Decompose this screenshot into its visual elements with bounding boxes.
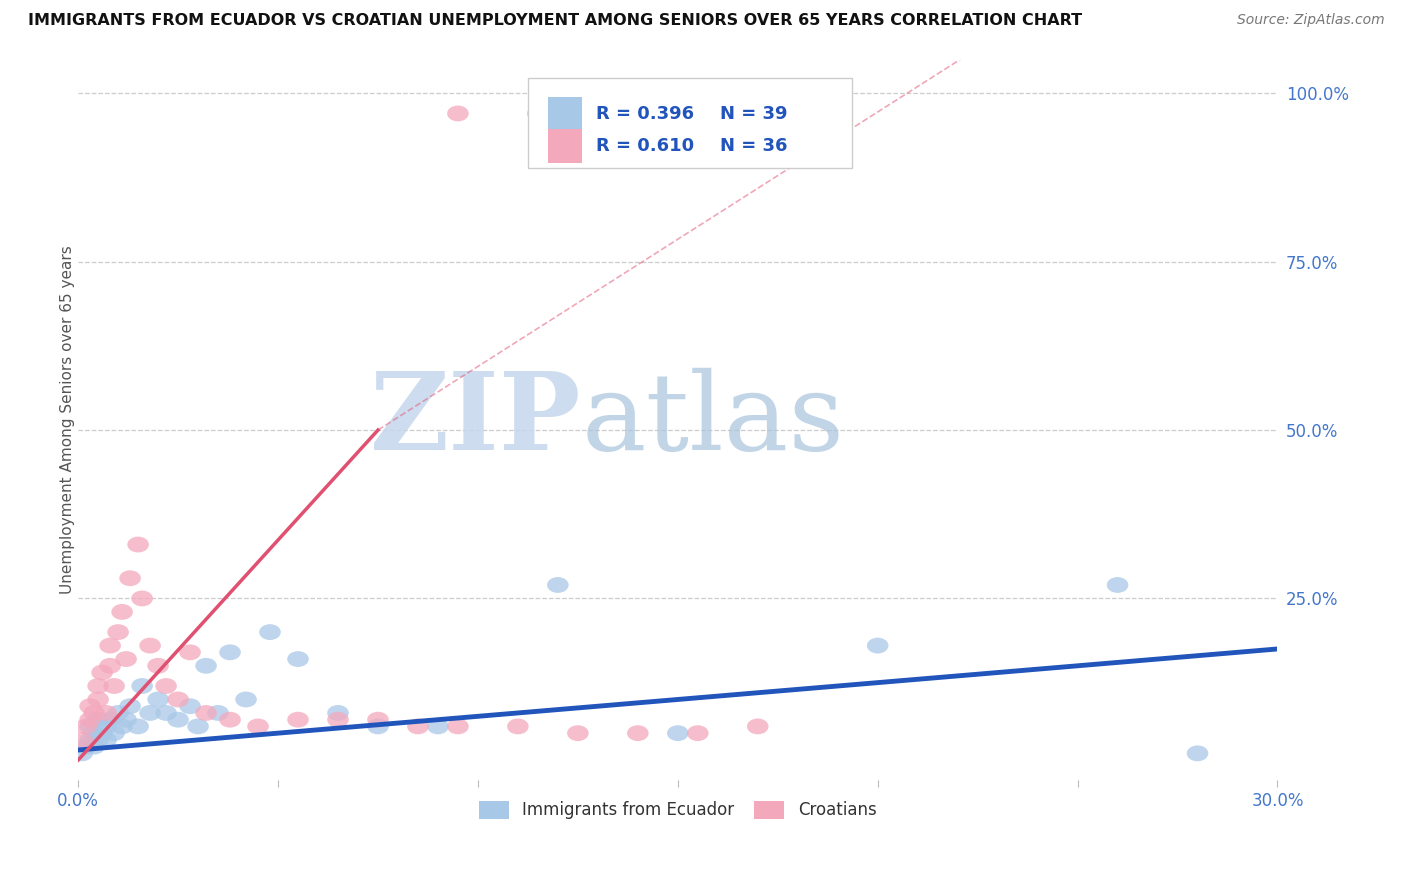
Ellipse shape bbox=[83, 705, 105, 721]
Ellipse shape bbox=[287, 712, 309, 728]
Ellipse shape bbox=[527, 105, 548, 121]
Ellipse shape bbox=[115, 712, 136, 728]
Ellipse shape bbox=[447, 105, 468, 121]
Ellipse shape bbox=[128, 718, 149, 734]
Ellipse shape bbox=[367, 712, 388, 728]
Ellipse shape bbox=[408, 718, 429, 734]
Ellipse shape bbox=[76, 739, 97, 755]
Ellipse shape bbox=[91, 665, 112, 681]
Ellipse shape bbox=[91, 725, 112, 741]
Ellipse shape bbox=[79, 718, 101, 734]
Ellipse shape bbox=[139, 638, 160, 654]
Ellipse shape bbox=[100, 712, 121, 728]
Ellipse shape bbox=[207, 705, 229, 721]
Text: atlas: atlas bbox=[582, 368, 845, 473]
Ellipse shape bbox=[87, 691, 108, 707]
Ellipse shape bbox=[111, 718, 134, 734]
Ellipse shape bbox=[87, 732, 108, 747]
Text: N = 36: N = 36 bbox=[720, 136, 787, 155]
Ellipse shape bbox=[195, 705, 217, 721]
Ellipse shape bbox=[120, 570, 141, 586]
Ellipse shape bbox=[447, 718, 468, 734]
Ellipse shape bbox=[72, 732, 93, 747]
Ellipse shape bbox=[219, 712, 240, 728]
Text: R = 0.396: R = 0.396 bbox=[596, 105, 695, 123]
Ellipse shape bbox=[96, 705, 117, 721]
Y-axis label: Unemployment Among Seniors over 65 years: Unemployment Among Seniors over 65 years bbox=[59, 245, 75, 594]
Text: ZIP: ZIP bbox=[370, 367, 582, 473]
Ellipse shape bbox=[187, 718, 209, 734]
Ellipse shape bbox=[87, 712, 108, 728]
Ellipse shape bbox=[328, 712, 349, 728]
Ellipse shape bbox=[219, 644, 240, 660]
Ellipse shape bbox=[179, 698, 201, 714]
Ellipse shape bbox=[148, 658, 169, 673]
Ellipse shape bbox=[83, 739, 105, 755]
Ellipse shape bbox=[83, 725, 105, 741]
Ellipse shape bbox=[107, 705, 129, 721]
Ellipse shape bbox=[1187, 746, 1208, 761]
Ellipse shape bbox=[259, 624, 281, 640]
Ellipse shape bbox=[76, 718, 97, 734]
FancyBboxPatch shape bbox=[548, 97, 582, 132]
Text: N = 39: N = 39 bbox=[720, 105, 787, 123]
Legend: Immigrants from Ecuador, Croatians: Immigrants from Ecuador, Croatians bbox=[472, 794, 883, 826]
Ellipse shape bbox=[128, 537, 149, 552]
Ellipse shape bbox=[155, 705, 177, 721]
Ellipse shape bbox=[131, 678, 153, 694]
Ellipse shape bbox=[103, 725, 125, 741]
Ellipse shape bbox=[367, 718, 388, 734]
Ellipse shape bbox=[155, 678, 177, 694]
Text: R = 0.610: R = 0.610 bbox=[596, 136, 695, 155]
Ellipse shape bbox=[427, 718, 449, 734]
Ellipse shape bbox=[96, 718, 117, 734]
Ellipse shape bbox=[100, 658, 121, 673]
Ellipse shape bbox=[235, 691, 257, 707]
Ellipse shape bbox=[115, 651, 136, 667]
Ellipse shape bbox=[627, 725, 648, 741]
Ellipse shape bbox=[508, 718, 529, 734]
Ellipse shape bbox=[167, 691, 188, 707]
Ellipse shape bbox=[120, 698, 141, 714]
Ellipse shape bbox=[148, 691, 169, 707]
Ellipse shape bbox=[567, 725, 589, 741]
Ellipse shape bbox=[747, 718, 769, 734]
Ellipse shape bbox=[72, 746, 93, 761]
Ellipse shape bbox=[179, 644, 201, 660]
Ellipse shape bbox=[1107, 577, 1129, 593]
Ellipse shape bbox=[547, 577, 568, 593]
Ellipse shape bbox=[688, 725, 709, 741]
Ellipse shape bbox=[111, 604, 134, 620]
Ellipse shape bbox=[195, 658, 217, 673]
Ellipse shape bbox=[100, 638, 121, 654]
Ellipse shape bbox=[139, 705, 160, 721]
Ellipse shape bbox=[167, 712, 188, 728]
Ellipse shape bbox=[87, 678, 108, 694]
Ellipse shape bbox=[103, 678, 125, 694]
Ellipse shape bbox=[666, 725, 689, 741]
Ellipse shape bbox=[287, 651, 309, 667]
Ellipse shape bbox=[79, 712, 101, 728]
FancyBboxPatch shape bbox=[527, 78, 852, 168]
Ellipse shape bbox=[79, 698, 101, 714]
Ellipse shape bbox=[107, 624, 129, 640]
Ellipse shape bbox=[131, 591, 153, 607]
Ellipse shape bbox=[868, 638, 889, 654]
Ellipse shape bbox=[247, 718, 269, 734]
Ellipse shape bbox=[79, 732, 101, 747]
Ellipse shape bbox=[328, 705, 349, 721]
Text: Source: ZipAtlas.com: Source: ZipAtlas.com bbox=[1237, 13, 1385, 28]
FancyBboxPatch shape bbox=[548, 128, 582, 163]
Text: IMMIGRANTS FROM ECUADOR VS CROATIAN UNEMPLOYMENT AMONG SENIORS OVER 65 YEARS COR: IMMIGRANTS FROM ECUADOR VS CROATIAN UNEM… bbox=[28, 13, 1083, 29]
Ellipse shape bbox=[96, 732, 117, 747]
